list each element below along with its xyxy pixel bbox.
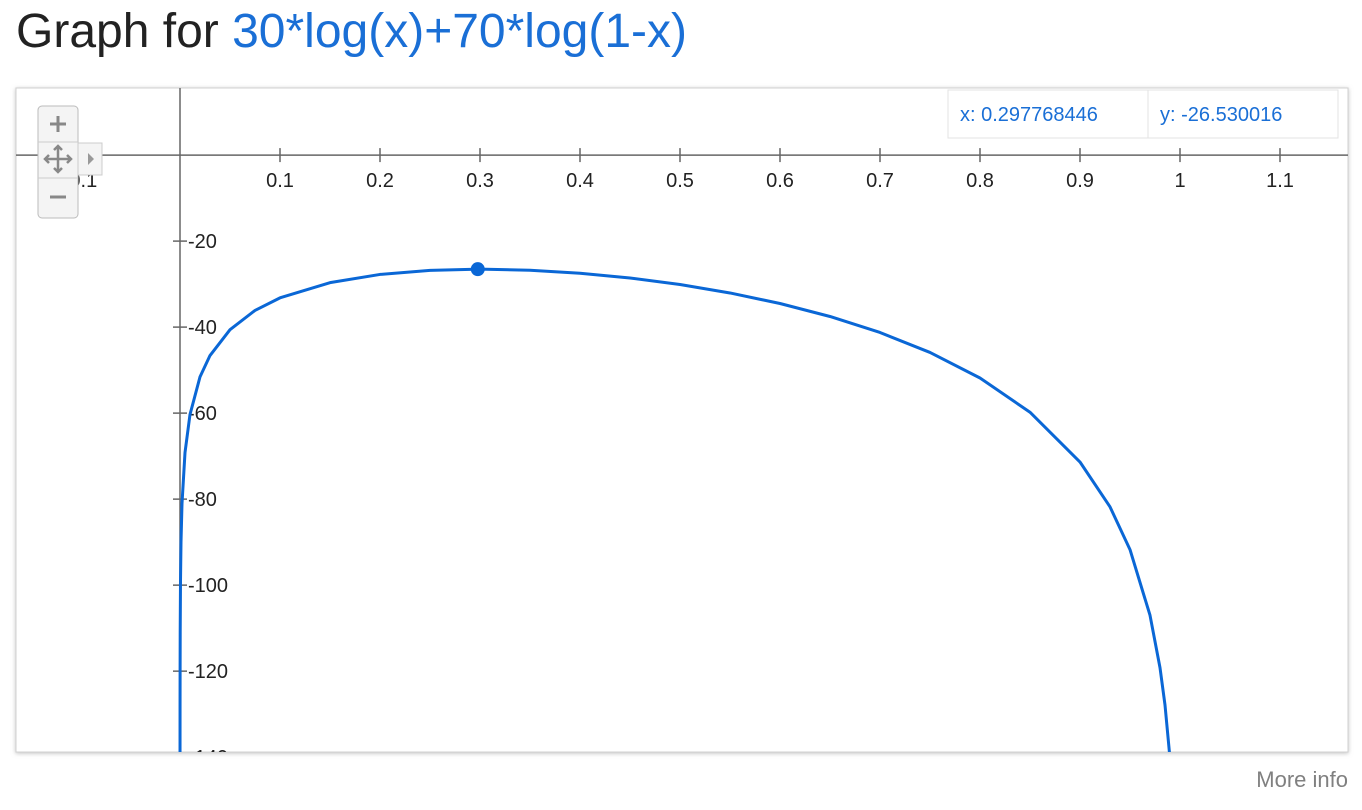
y-tick-label: -60 (188, 403, 217, 425)
function-expression: 30*log(x)+70*log(1-x) (232, 5, 688, 58)
x-tick-label: 0.5 (666, 170, 694, 192)
y-tick-label: -80 (188, 489, 217, 511)
title: Graph for 30*log(x)+70*log(1-x) (16, 4, 687, 59)
zoom-control[interactable] (37, 105, 103, 219)
x-tick-label: 0.9 (1066, 170, 1094, 192)
x-tick-label: 1.1 (1266, 170, 1294, 192)
x-tick-label: 0.3 (466, 170, 494, 192)
zoom-in-icon[interactable] (50, 116, 66, 132)
highlight-point (470, 262, 485, 277)
x-tick-label: 0.8 (966, 170, 994, 192)
y-tick-label: -120 (188, 661, 228, 683)
x-tick-label: 1 (1174, 170, 1185, 192)
x-tick-label: 0.4 (566, 170, 594, 192)
y-tick-label: -140 (188, 747, 228, 760)
plot-frame (15, 87, 1349, 753)
function-curve (178, 267, 1171, 752)
y-tick-label: -20 (188, 231, 217, 253)
y-tick-label: -100 (188, 575, 228, 597)
coordinate-readout: x: 0.297768446 y: -26.530016 (947, 89, 1339, 139)
readout-box (947, 89, 1339, 139)
pan-arrow-icon (88, 153, 94, 165)
x-tick-label: 0.6 (766, 170, 794, 192)
x-tick-label: 0.2 (366, 170, 394, 192)
x-tick-label: 0.7 (866, 170, 894, 192)
chart: -0.1 0.1 0.2 0.3 0.4 0.5 0.6 0.7 0.8 0.9 1 1.1-20-4… (15, 87, 1349, 760)
x-tick-label: 0.1 (266, 170, 294, 192)
pan-icon[interactable] (43, 144, 73, 174)
readout-x: x: 0.297768446 (960, 104, 1098, 126)
title-prefix: Graph for (16, 5, 219, 58)
y-tick-label: -40 (188, 317, 217, 339)
more-info-link[interactable]: More info (1256, 767, 1348, 792)
readout-y: y: -26.530016 (1160, 104, 1282, 126)
